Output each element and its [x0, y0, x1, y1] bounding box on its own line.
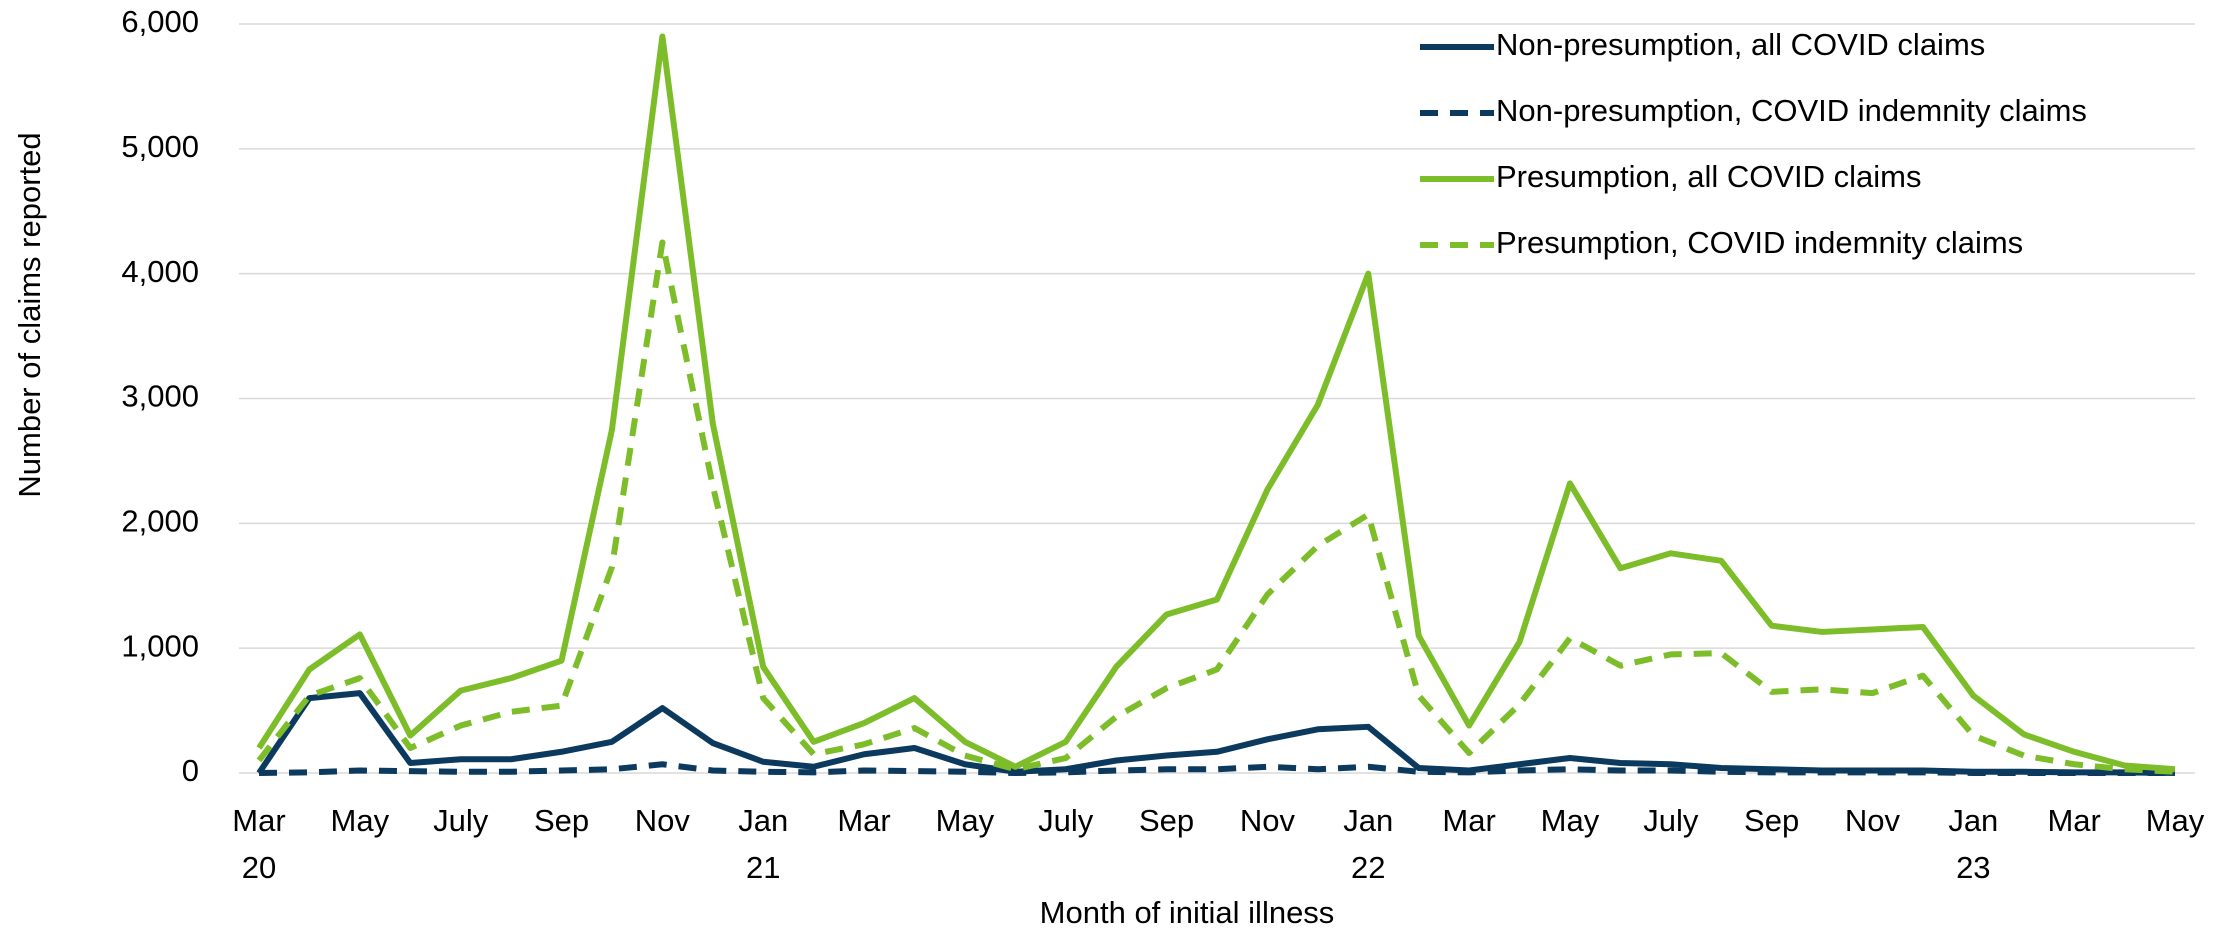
x-tick-label: July	[1643, 803, 1699, 838]
y-tick-label: 2,000	[121, 504, 199, 539]
x-tick-label: Nov	[635, 803, 691, 838]
x-tick-label: July	[433, 803, 489, 838]
y-tick-label: 5,000	[121, 129, 199, 164]
x-tick-label: May	[331, 803, 390, 838]
legend-label: Non-presumption, all COVID claims	[1496, 27, 1985, 62]
y-tick-label: 0	[182, 753, 199, 788]
x-tick-label: May	[936, 803, 995, 838]
x-tick-label: Sep	[1744, 803, 1799, 838]
legend-label: Presumption, all COVID claims	[1496, 159, 1922, 194]
series-line	[256, 33, 2176, 773]
x-tick-label: Jan 21	[738, 803, 788, 885]
x-tick-label: Mar	[2047, 803, 2100, 838]
series-line	[258, 761, 2175, 776]
legend-label: Presumption, COVID indemnity claims	[1496, 225, 2023, 260]
y-tick-label: 6,000	[121, 4, 199, 39]
x-tick-label: Mar	[837, 803, 890, 838]
y-tick-label: 1,000	[121, 628, 199, 663]
legend-label: Non-presumption, COVID indemnity claims	[1496, 93, 2087, 128]
x-tick-label: Mar 20	[232, 803, 285, 885]
y-tick-label: 3,000	[121, 379, 199, 414]
x-tick-label: Sep	[1139, 803, 1194, 838]
x-tick-label: Jan 23	[1948, 803, 1998, 885]
y-axis-label: Number of claims reported	[12, 132, 47, 497]
series-line	[256, 239, 2176, 775]
y-tick-label: 4,000	[121, 254, 199, 289]
x-tick-label: Mar	[1442, 803, 1495, 838]
x-tick-label: May	[1541, 803, 1600, 838]
x-tick-label: Sep	[534, 803, 589, 838]
x-tick-label: Nov	[1240, 803, 1296, 838]
x-axis-label: Month of initial illness	[1040, 895, 1335, 929]
x-tick-label: Jan 22	[1343, 803, 1393, 885]
x-tick-label: Nov	[1845, 803, 1901, 838]
x-tick-label: May	[2146, 803, 2205, 838]
x-tick-label: July	[1038, 803, 1094, 838]
